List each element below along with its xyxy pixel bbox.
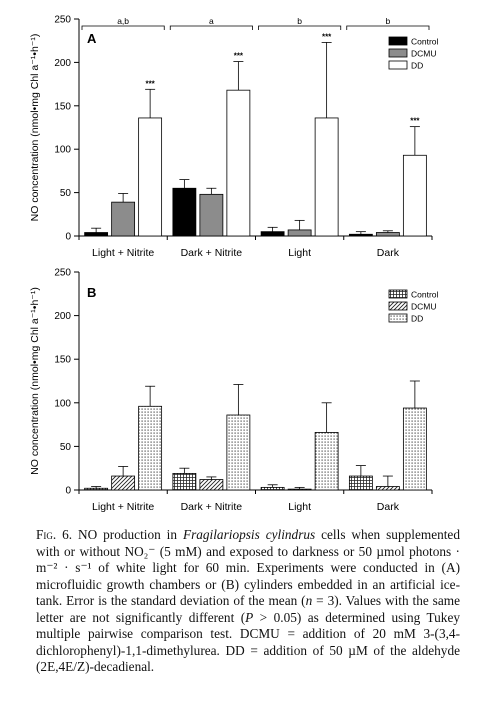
caption-text-1: NO production in xyxy=(72,527,183,542)
category-label: Light + Nitrite xyxy=(92,501,154,513)
bar-control xyxy=(348,233,373,237)
bar-control xyxy=(84,487,109,491)
significance-bracket xyxy=(81,25,165,30)
bar-control xyxy=(348,475,373,491)
legend-label: DCMU xyxy=(411,302,437,312)
caption-text-3: = 3). Values with the same letter are no… xyxy=(36,593,461,625)
group-letter: a xyxy=(209,16,214,26)
bar-dcmu xyxy=(111,475,136,491)
bar-control xyxy=(172,187,197,237)
bar-dd xyxy=(402,407,427,491)
group-letter: a,b xyxy=(117,16,129,26)
y-tick-label: 0 xyxy=(65,232,71,243)
y-axis-label: NO concentration (nmol•mg Chl a⁻¹•h⁻¹) xyxy=(29,287,41,475)
legend-swatch xyxy=(388,289,408,299)
bar-dd xyxy=(402,154,427,237)
bar-dcmu xyxy=(287,229,312,237)
y-tick-label: 250 xyxy=(54,268,71,279)
legend-label: DCMU xyxy=(411,49,437,59)
panel-label: B xyxy=(87,285,96,300)
legend-swatch xyxy=(388,301,408,311)
y-axis-label: NO concentration (nmol•mg Chl a⁻¹•h⁻¹) xyxy=(29,34,41,222)
panel-b-chart: 0 50 100 150 200 250 NO concentration (nmol•mg… xyxy=(29,268,439,514)
bar-dcmu xyxy=(199,479,224,491)
bar-control xyxy=(84,232,109,237)
bar-control xyxy=(260,486,285,491)
bar-control xyxy=(260,231,285,237)
y-tick-label: 100 xyxy=(54,398,71,409)
significance-stars: *** xyxy=(322,32,332,41)
category-label: Dark + Nitrite xyxy=(181,501,243,513)
legend-swatch xyxy=(388,36,408,46)
significance-bracket xyxy=(169,25,253,30)
y-tick-label: 150 xyxy=(54,101,71,112)
caption-species: Fragilariopsis cylindrus xyxy=(182,527,316,542)
category-label: Light xyxy=(288,247,311,259)
significance-stars: *** xyxy=(145,79,155,88)
bar-control xyxy=(172,473,197,491)
caption-p: P xyxy=(245,609,254,625)
bar-dd xyxy=(138,117,163,237)
y-tick-label: 150 xyxy=(54,355,71,366)
y-tick-label: 50 xyxy=(60,188,72,199)
bar-dcmu xyxy=(375,486,400,491)
figure-caption: Fig. 6. NO production in Fragilariopsis … xyxy=(36,527,460,676)
panel-label: A xyxy=(87,31,97,46)
legend-swatch xyxy=(388,60,408,70)
y-tick-label: 100 xyxy=(54,145,71,156)
category-label: Dark xyxy=(377,247,400,259)
bar-dd xyxy=(226,89,251,237)
y-tick-label: 200 xyxy=(54,311,71,322)
category-label: Dark + Nitrite xyxy=(181,247,243,259)
category-label: Light xyxy=(288,501,311,513)
significance-bracket xyxy=(346,25,430,30)
bar-dd xyxy=(138,405,163,491)
group-letter: b xyxy=(297,16,302,26)
panel-a-chart: 0 50 100 150 200 250 NO concentration (nmol•mg… xyxy=(29,15,439,260)
figure: 0 50 100 150 200 250 NO concentration (nmol•mg… xyxy=(29,15,439,514)
legend-swatch xyxy=(388,313,408,323)
bar-dcmu xyxy=(287,488,312,491)
y-tick-label: 50 xyxy=(60,442,72,453)
significance-bracket xyxy=(258,25,342,30)
caption-n: n xyxy=(305,593,313,608)
bar-dcmu xyxy=(111,201,136,237)
significance-stars: *** xyxy=(234,52,244,61)
bar-dd xyxy=(314,432,339,491)
legend-label: Control xyxy=(411,290,439,300)
caption-text-2: cells when supplemented with or without … xyxy=(36,527,460,608)
bar-dcmu xyxy=(375,232,400,237)
category-label: Light + Nitrite xyxy=(92,247,154,259)
legend-swatch xyxy=(388,48,408,58)
bar-dd xyxy=(226,414,251,491)
y-tick-label: 0 xyxy=(65,486,71,497)
legend-label: DD xyxy=(411,61,423,71)
group-letter: b xyxy=(386,16,391,26)
bar-dcmu xyxy=(199,193,224,237)
y-tick-label: 250 xyxy=(54,15,71,26)
caption-label: Fig. 6. xyxy=(36,527,73,542)
bar-dd xyxy=(314,117,339,237)
legend-label: DD xyxy=(411,314,423,324)
category-label: Dark xyxy=(377,501,400,513)
y-tick-label: 200 xyxy=(54,58,71,69)
significance-stars: *** xyxy=(410,117,420,126)
caption-text-4: > 0.05) as determined using Tukey multip… xyxy=(36,609,460,675)
legend-label: Control xyxy=(411,37,439,47)
